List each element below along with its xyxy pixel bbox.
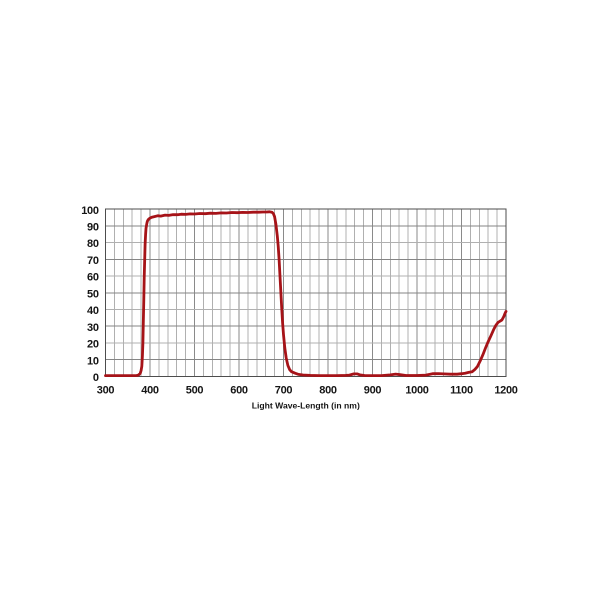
- svg-text:300: 300: [97, 385, 115, 397]
- svg-text:90: 90: [87, 222, 99, 234]
- svg-text:Light Wave-Length (in nm): Light Wave-Length (in nm): [252, 401, 360, 411]
- svg-text:30: 30: [87, 322, 99, 334]
- svg-text:500: 500: [186, 385, 204, 397]
- svg-text:80: 80: [87, 238, 99, 250]
- svg-text:60: 60: [87, 272, 99, 284]
- svg-text:0: 0: [93, 372, 99, 384]
- svg-text:20: 20: [87, 339, 99, 351]
- svg-text:70: 70: [87, 255, 99, 267]
- svg-text:10: 10: [87, 355, 99, 367]
- svg-text:40: 40: [87, 305, 99, 317]
- svg-text:50: 50: [87, 288, 99, 300]
- svg-text:800: 800: [319, 385, 337, 397]
- svg-text:700: 700: [275, 385, 293, 397]
- svg-text:100: 100: [81, 205, 99, 217]
- svg-text:400: 400: [141, 385, 159, 397]
- svg-text:1000: 1000: [405, 385, 428, 397]
- svg-text:600: 600: [230, 385, 248, 397]
- svg-text:900: 900: [364, 385, 382, 397]
- svg-text:1100: 1100: [450, 385, 473, 397]
- svg-text:1200: 1200: [494, 385, 517, 397]
